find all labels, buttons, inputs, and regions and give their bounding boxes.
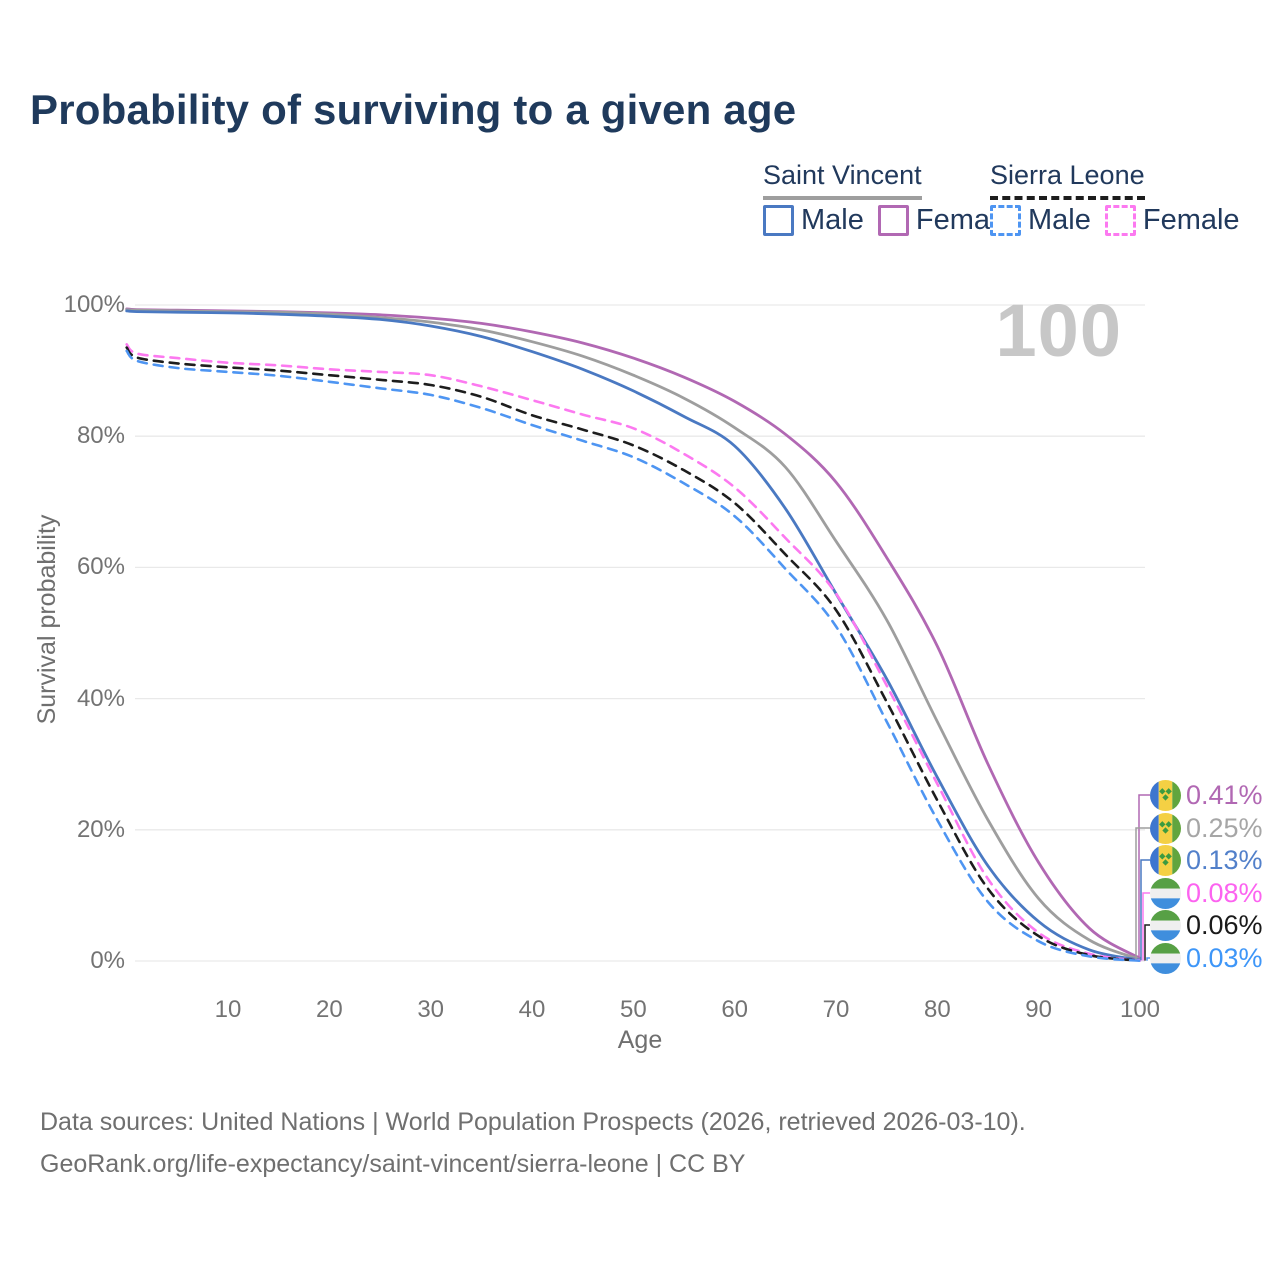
- x-tick-label: 90: [1025, 996, 1052, 1023]
- sierra-leone-flag-icon: [1150, 942, 1181, 974]
- x-tick-label: 70: [822, 996, 850, 1023]
- saint-vincent-flag-icon: [1150, 844, 1181, 876]
- legend-group-title-saint-vincent: Saint Vincent: [763, 160, 922, 200]
- x-axis-title: Age: [617, 1026, 663, 1054]
- series-curves: [125, 307, 1142, 963]
- end-label-value: 0.13%: [1186, 844, 1263, 875]
- legend-item-sierra-leone-female: Female: [1104, 204, 1240, 237]
- legend-label: Male: [1028, 204, 1091, 236]
- sierra-leone-flag-icon: [1150, 909, 1181, 941]
- footer-attribution-url: GeoRank.org/life-expectancy/saint-vincen…: [40, 1150, 746, 1178]
- gridlines: [135, 304, 1145, 962]
- x-tick-label: 30: [417, 996, 445, 1023]
- end-label-row: 0.41%: [1150, 779, 1263, 811]
- end-label-leader-lines: [1135, 794, 1150, 961]
- leader-line: [1135, 827, 1150, 960]
- end-label-row: 0.06%: [1150, 909, 1263, 941]
- leader-line: [1138, 794, 1150, 959]
- y-tick-label: 20%: [76, 815, 125, 843]
- end-label-row: 0.13%: [1150, 844, 1263, 876]
- leader-line: [1140, 859, 1150, 961]
- sierra-leone-female-swatch-icon: [1104, 205, 1136, 236]
- x-tick-label: 100: [1119, 996, 1161, 1023]
- series-line-sierra-leone-male: [125, 349, 1142, 963]
- saint-vincent-flag-icon: [1150, 779, 1181, 811]
- legend-label: Female: [1142, 204, 1240, 236]
- legend-label: Male: [801, 204, 864, 236]
- legend-row-saint-vincent: Male Female: [763, 204, 1013, 237]
- x-tick-label: 40: [518, 996, 546, 1023]
- x-tick-label: 80: [923, 996, 951, 1023]
- series-line-saint-vincent-male: [125, 309, 1142, 962]
- age-counter-watermark: 100: [995, 289, 1122, 372]
- end-label-value: 0.25%: [1186, 812, 1263, 843]
- y-tick-label: 60%: [76, 553, 125, 581]
- saint-vincent-female-swatch-icon: [877, 205, 909, 236]
- end-label-value: 0.03%: [1186, 942, 1263, 973]
- y-tick-label: 100%: [63, 291, 125, 318]
- y-tick-label: 80%: [76, 422, 125, 450]
- legend-item-saint-vincent-male: Male: [763, 204, 864, 237]
- end-label-value: 0.08%: [1186, 877, 1263, 908]
- series-line-sierra-leone-both: [125, 346, 1142, 962]
- footer-data-sources: Data sources: United Nations | World Pop…: [40, 1108, 1026, 1136]
- sierra-leone-male-swatch-icon: [990, 205, 1021, 236]
- end-label-value: 0.41%: [1186, 779, 1263, 810]
- page-title: Probability of surviving to a given age: [30, 86, 797, 133]
- x-tick-label: 10: [214, 996, 242, 1023]
- y-tick-label: 40%: [76, 684, 125, 712]
- leader-line: [1142, 892, 1150, 961]
- y-axis-title: Survival probability: [33, 514, 61, 725]
- sierra-leone-flag-icon: [1150, 877, 1181, 909]
- x-tick-label: 20: [316, 996, 343, 1023]
- end-label-row: 0.03%: [1150, 942, 1263, 974]
- end-label-value: 0.06%: [1186, 909, 1263, 940]
- end-label-row: 0.25%: [1150, 812, 1263, 844]
- saint-vincent-male-swatch-icon: [763, 205, 794, 236]
- saint-vincent-flag-icon: [1150, 812, 1181, 844]
- end-label-row: 0.08%: [1150, 877, 1263, 909]
- legend-item-sierra-leone-male: Male: [990, 204, 1091, 237]
- legend-row-sierra-leone: Male Female: [990, 204, 1240, 237]
- series-line-saint-vincent-female: [125, 307, 1142, 960]
- leader-line: [1146, 957, 1150, 961]
- legend-group-title-sierra-leone: Sierra Leone: [990, 160, 1145, 200]
- x-tick-label: 50: [619, 996, 647, 1023]
- x-tick-label: 60: [721, 996, 749, 1023]
- leader-line: [1144, 924, 1150, 961]
- y-tick-label: 0%: [90, 947, 125, 974]
- series-line-saint-vincent-both: [125, 308, 1142, 961]
- series-line-sierra-leone-female: [125, 343, 1142, 962]
